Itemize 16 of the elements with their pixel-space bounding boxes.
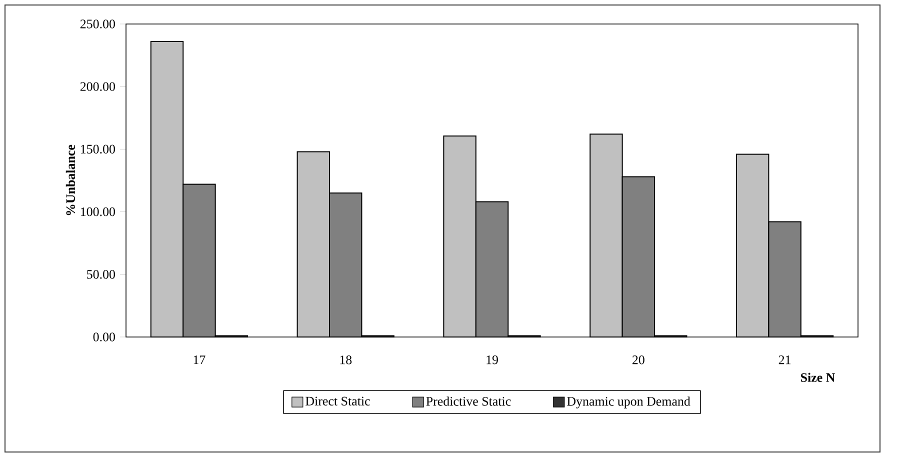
legend-label: Dynamic upon Demand — [567, 396, 690, 408]
x-tick-label: 21 — [778, 356, 791, 364]
y-tick-label: 250.00 — [80, 20, 115, 28]
x-tick-label: 18 — [340, 356, 352, 364]
x-tick-label: 17 — [194, 356, 206, 364]
y-tick-label: 100.00 — [81, 207, 115, 216]
x-tick-label: 19 — [486, 356, 498, 364]
y-tick-label: 0.00 — [93, 332, 115, 342]
legend-label: Direct Static — [306, 396, 370, 406]
legend-label: Predictive Static — [426, 396, 511, 406]
y-tick-label: 150.00 — [81, 144, 115, 154]
y-axis-title: %Unbalance — [66, 144, 76, 216]
x-axis-title: Size N — [800, 372, 836, 382]
x-tick-label: 20 — [632, 356, 644, 364]
y-tick-label: 200.00 — [80, 82, 115, 91]
y-tick-label: 50.00 — [87, 270, 115, 279]
